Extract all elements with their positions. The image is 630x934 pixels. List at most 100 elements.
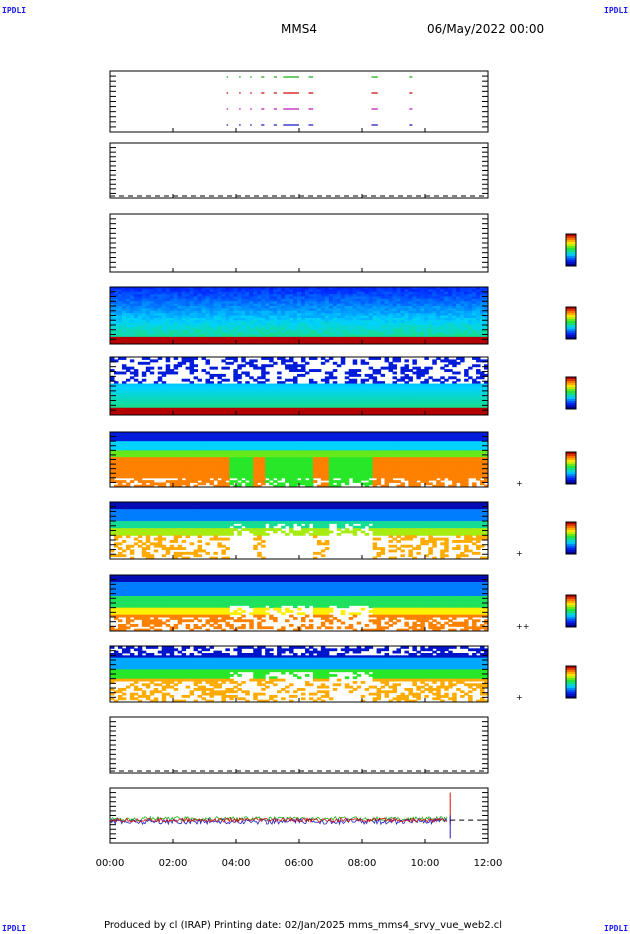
heatmap-cell bbox=[388, 336, 394, 340]
heatmap-cell bbox=[153, 320, 159, 324]
heatmap-cell bbox=[241, 405, 246, 409]
heatmap-cell bbox=[368, 373, 374, 377]
heatmap-cell bbox=[448, 383, 453, 387]
heatmap-cell bbox=[133, 388, 139, 392]
heatmap-cell bbox=[396, 317, 401, 321]
heatmap-cell bbox=[189, 371, 195, 375]
heatmap-cell bbox=[348, 310, 354, 314]
heatmap-cell bbox=[110, 395, 115, 399]
heatmap-cell bbox=[452, 291, 457, 295]
heatmap-cell bbox=[332, 332, 338, 336]
heatmap-cell bbox=[113, 291, 119, 295]
heatmap-cell bbox=[289, 289, 294, 293]
heatmap-cell bbox=[177, 301, 183, 305]
heatmap-cell bbox=[217, 383, 222, 387]
heatmap-cell bbox=[213, 289, 218, 293]
heatmap-cell bbox=[372, 395, 378, 399]
heatmap-cell bbox=[110, 450, 115, 454]
heatmap-cell bbox=[480, 371, 485, 375]
heatmap-cell bbox=[344, 301, 350, 305]
heatmap-cell bbox=[416, 410, 421, 414]
heatmap-cell bbox=[464, 371, 469, 375]
heatmap-cell bbox=[444, 339, 449, 343]
heatmap-cell bbox=[352, 386, 358, 389]
heatmap-cell bbox=[169, 405, 175, 409]
heatmap-cell bbox=[189, 341, 195, 345]
heatmap-cell bbox=[125, 484, 131, 488]
heatmap-cell bbox=[241, 386, 246, 389]
heatmap-cell bbox=[452, 329, 457, 333]
heatmap-cell bbox=[412, 359, 417, 363]
heatmap-cell bbox=[332, 322, 338, 326]
heatmap-cell bbox=[249, 361, 254, 365]
heatmap-cell bbox=[161, 289, 167, 293]
heatmap-cell bbox=[388, 291, 394, 295]
heatmap-cell bbox=[193, 438, 199, 442]
heatmap-cell bbox=[141, 306, 147, 309]
heatmap-cell bbox=[261, 386, 266, 389]
heatmap-cell bbox=[340, 303, 346, 307]
heatmap-cell bbox=[113, 395, 119, 399]
heatmap-cell bbox=[197, 473, 203, 477]
heatmap-cell bbox=[308, 378, 314, 382]
heatmap-cell bbox=[133, 464, 139, 467]
heatmap-cell bbox=[277, 332, 282, 336]
heatmap-cell bbox=[189, 301, 195, 305]
heatmap-cell bbox=[145, 448, 151, 451]
heatmap-cell bbox=[189, 390, 195, 394]
heatmap-cell bbox=[460, 332, 465, 336]
heatmap-cell bbox=[308, 306, 314, 309]
heatmap-cell bbox=[213, 443, 218, 447]
heatmap-cell bbox=[356, 287, 362, 290]
heatmap-cell bbox=[117, 291, 123, 295]
heatmap-cell bbox=[257, 291, 262, 295]
heatmap-cell bbox=[181, 322, 187, 326]
heatmap-cell bbox=[173, 310, 179, 314]
heatmap-cell bbox=[177, 450, 183, 454]
heatmap-cell bbox=[121, 407, 127, 411]
heatmap-cell bbox=[300, 332, 306, 336]
heatmap-cell bbox=[129, 475, 135, 479]
heatmap-cell bbox=[201, 332, 206, 336]
heatmap-cell bbox=[344, 400, 350, 404]
heatmap-cell bbox=[360, 301, 366, 305]
heatmap-cell bbox=[113, 461, 119, 465]
heatmap-cell bbox=[157, 329, 163, 333]
heatmap-cell bbox=[277, 336, 282, 340]
heatmap-cell bbox=[141, 317, 147, 321]
heatmap-cell bbox=[165, 315, 171, 319]
heatmap-cell bbox=[229, 332, 234, 336]
heatmap-cell bbox=[444, 327, 449, 331]
heatmap-cell bbox=[145, 341, 151, 345]
heatmap-cell bbox=[221, 466, 226, 470]
heatmap-cell bbox=[297, 373, 302, 377]
heatmap-cell bbox=[225, 325, 230, 328]
heatmap-cell bbox=[348, 317, 354, 321]
heatmap-cell bbox=[444, 357, 449, 360]
heatmap-cell bbox=[241, 468, 246, 472]
heatmap-cell bbox=[269, 398, 274, 401]
heatmap-cell bbox=[110, 378, 115, 382]
heatmap-cell bbox=[281, 361, 286, 365]
heatmap-cell bbox=[201, 452, 206, 456]
heatmap-cell bbox=[480, 410, 485, 414]
heatmap-cell bbox=[149, 468, 155, 472]
colorbar-swatch bbox=[566, 242, 576, 245]
heatmap-cell bbox=[324, 313, 330, 317]
heatmap-cell bbox=[233, 388, 238, 392]
heatmap-cell bbox=[217, 390, 222, 394]
heatmap-cell bbox=[249, 412, 254, 416]
heatmap-cell bbox=[245, 322, 250, 326]
heatmap-cell bbox=[293, 361, 298, 365]
heatmap-cell bbox=[221, 310, 226, 314]
heatmap-cell bbox=[221, 407, 226, 411]
heatmap-cell bbox=[360, 287, 366, 290]
heatmap-cell bbox=[364, 386, 370, 389]
heatmap-cell bbox=[420, 313, 425, 317]
heatmap-cell bbox=[113, 336, 119, 340]
heatmap-cell bbox=[432, 405, 437, 409]
heatmap-cell bbox=[161, 452, 167, 456]
heatmap-cell bbox=[456, 289, 461, 293]
heatmap-cell bbox=[277, 398, 282, 401]
heatmap-cell bbox=[344, 388, 350, 392]
